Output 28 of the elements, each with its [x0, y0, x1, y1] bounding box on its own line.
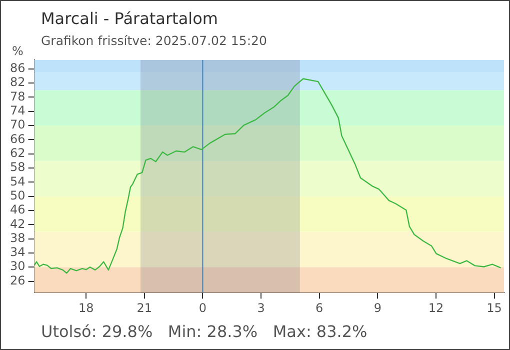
y-tick-label: 46 [10, 202, 26, 217]
x-tick-label: 15 [486, 300, 502, 315]
x-tick-label: 6 [316, 300, 324, 315]
y-tick-label: 30 [10, 259, 26, 274]
y-tick-label: 38 [10, 230, 26, 245]
y-tick-label: 54 [10, 174, 26, 188]
x-tick-label: 3 [257, 300, 265, 315]
y-tick-label: 26 [10, 273, 26, 288]
x-tick-label: 9 [374, 300, 382, 315]
chart-title: Marcali - Páratartalom [41, 9, 218, 28]
x-tick-label: 21 [136, 300, 152, 315]
x-tick-label: 0 [198, 300, 207, 315]
x-tick-label: 12 [428, 300, 444, 315]
y-tick-label: 82 [10, 75, 26, 90]
y-tick-label: 86 [10, 60, 26, 75]
y-tick-label: 70 [10, 118, 26, 132]
y-tick-label: 58 [10, 160, 26, 174]
y-tick-label: 50 [10, 188, 26, 202]
chart-subtitle: Grafikon frissítve: 2025.07.02 15:20 [41, 33, 267, 48]
x-tick-label: 18 [78, 300, 94, 315]
text: Utolsó: 29.8% Min: 28.3% Max: 83.2% [41, 322, 368, 341]
y-tick-label: 66 [10, 132, 26, 146]
y-tick-label: 74 [10, 103, 26, 118]
y-tick-label: 78 [10, 89, 26, 104]
y-tick-label: 42 [10, 216, 26, 231]
y-tick-label: 34 [10, 245, 26, 260]
y-axis-title: % [12, 44, 24, 58]
y-tick-label: 62 [10, 146, 26, 160]
